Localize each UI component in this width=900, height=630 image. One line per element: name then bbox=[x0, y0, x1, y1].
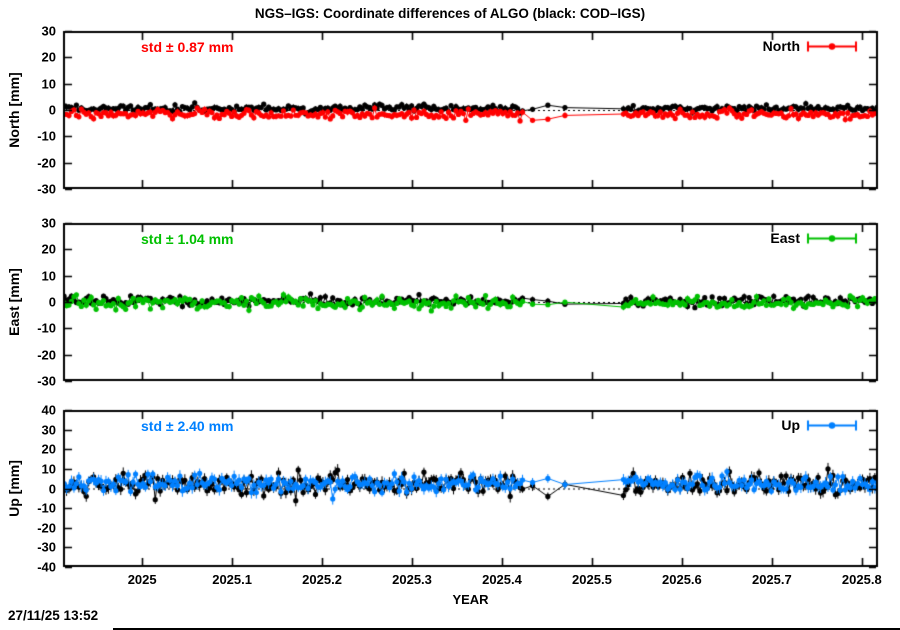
x-tick-label: 2025.7 bbox=[751, 572, 792, 587]
east-y-tick-label: -20 bbox=[37, 347, 56, 363]
x-axis-title: YEAR bbox=[452, 592, 489, 607]
up-y-tick-label: 30 bbox=[41, 422, 56, 438]
north-y-tick-label: 20 bbox=[41, 49, 56, 65]
north-legend-label: North bbox=[762, 38, 800, 54]
up-std-label: std ± 2.40 mm bbox=[141, 418, 234, 434]
east-legend-label: East bbox=[770, 230, 800, 246]
window-bottom-edge bbox=[113, 628, 900, 630]
north-y-tick-label: 10 bbox=[41, 76, 56, 92]
north-y-tick-label: -20 bbox=[37, 155, 56, 171]
up-y-tick-label: 10 bbox=[41, 461, 56, 477]
x-tick-label: 2025.8 bbox=[841, 572, 882, 587]
x-tick-label: 2025.5 bbox=[572, 572, 612, 587]
x-tick-label: 2025.4 bbox=[482, 572, 522, 587]
north-y-tick-label: 30 bbox=[41, 23, 56, 39]
up-y-tick-label: -10 bbox=[37, 500, 56, 516]
north-y-tick-label: -30 bbox=[37, 181, 56, 197]
up-y-tick-label: 20 bbox=[41, 441, 56, 457]
north-y-tick-label: -10 bbox=[37, 128, 56, 144]
north-y-tick-label: 0 bbox=[48, 102, 56, 118]
east-y-tick-label: -10 bbox=[37, 320, 56, 336]
east-y-tick-label: -30 bbox=[37, 373, 56, 389]
chart-title: NGS–IGS: Coordinate differences of ALGO … bbox=[254, 6, 646, 21]
east-y-tick-label: 20 bbox=[41, 241, 56, 257]
up-y-tick-label: -30 bbox=[37, 539, 56, 555]
timestamp: 27/11/25 13:52 bbox=[8, 608, 99, 623]
east-y-tick-label: 30 bbox=[41, 215, 56, 231]
x-tick-label: 2025 bbox=[127, 572, 157, 587]
x-tick-label: 2025.2 bbox=[302, 572, 342, 587]
east-y-tick-label: 0 bbox=[48, 294, 56, 310]
x-tick-label: 2025.1 bbox=[212, 572, 252, 587]
x-tick-label: 2025.3 bbox=[392, 572, 432, 587]
up-y-tick-label: -40 bbox=[37, 559, 56, 575]
east-y-tick-label: 10 bbox=[41, 268, 56, 284]
up-y-tick-label: 40 bbox=[41, 402, 56, 418]
east-std-label: std ± 1.04 mm bbox=[141, 231, 234, 247]
north-std-label: std ± 0.87 mm bbox=[141, 39, 234, 55]
up-y-tick-label: -20 bbox=[37, 520, 56, 536]
up-y-tick-label: 0 bbox=[48, 481, 56, 496]
up-legend-label: Up bbox=[781, 417, 800, 433]
x-tick-label: 2025.6 bbox=[662, 572, 702, 587]
